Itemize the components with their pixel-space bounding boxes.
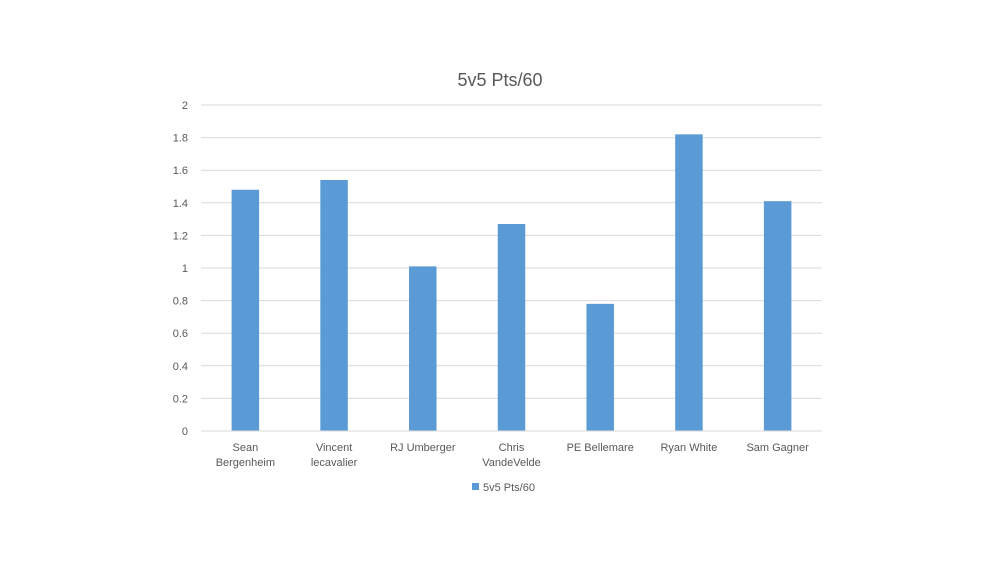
y-axis-ticks: 0 0.2 0.4 0.6 0.8 1 1.2 1.4 1.6 1.8 2 (173, 100, 188, 438)
legend-swatch (472, 483, 479, 490)
chart-title: 5v5 Pts/60 (457, 70, 542, 90)
x-tick-label: Ryan White (660, 442, 717, 454)
x-tick-label: Chris (499, 442, 525, 454)
y-tick-label: 1.6 (173, 165, 188, 177)
x-tick-label: Bergenheim (216, 457, 275, 469)
bar (231, 189, 260, 431)
x-tick-label: Vincent (316, 442, 353, 454)
y-tick-label: 1.2 (173, 230, 188, 242)
y-tick-label: 1.8 (173, 133, 188, 145)
bar (497, 223, 526, 431)
y-tick-label: 0.4 (173, 361, 188, 373)
bars (231, 134, 792, 431)
x-tick-label: VandeVelde (482, 457, 541, 469)
x-tick-label: lecavalier (311, 457, 358, 469)
x-tick-label: RJ Umberger (390, 442, 456, 454)
y-tick-label: 2 (182, 100, 188, 112)
y-tick-label: 0.2 (173, 393, 188, 405)
bar (586, 303, 614, 431)
legend-label: 5v5 Pts/60 (483, 482, 535, 494)
y-tick-label: 1.4 (173, 198, 188, 210)
bar (409, 266, 437, 431)
x-tick-label: Sean (233, 442, 259, 454)
bar (320, 179, 348, 431)
bar (763, 201, 792, 431)
y-tick-label: 0 (182, 426, 188, 438)
y-tick-label: 0.8 (173, 296, 188, 308)
y-tick-label: 0.6 (173, 328, 188, 340)
x-tick-label: Sam Gagner (746, 442, 809, 454)
legend: 5v5 Pts/60 (472, 482, 535, 494)
y-tick-label: 1 (182, 263, 188, 275)
bar (675, 134, 703, 431)
x-tick-label: PE Bellemare (567, 442, 634, 454)
x-axis-labels: Sean Bergenheim Vincent lecavalier RJ Umberg… (216, 442, 809, 469)
